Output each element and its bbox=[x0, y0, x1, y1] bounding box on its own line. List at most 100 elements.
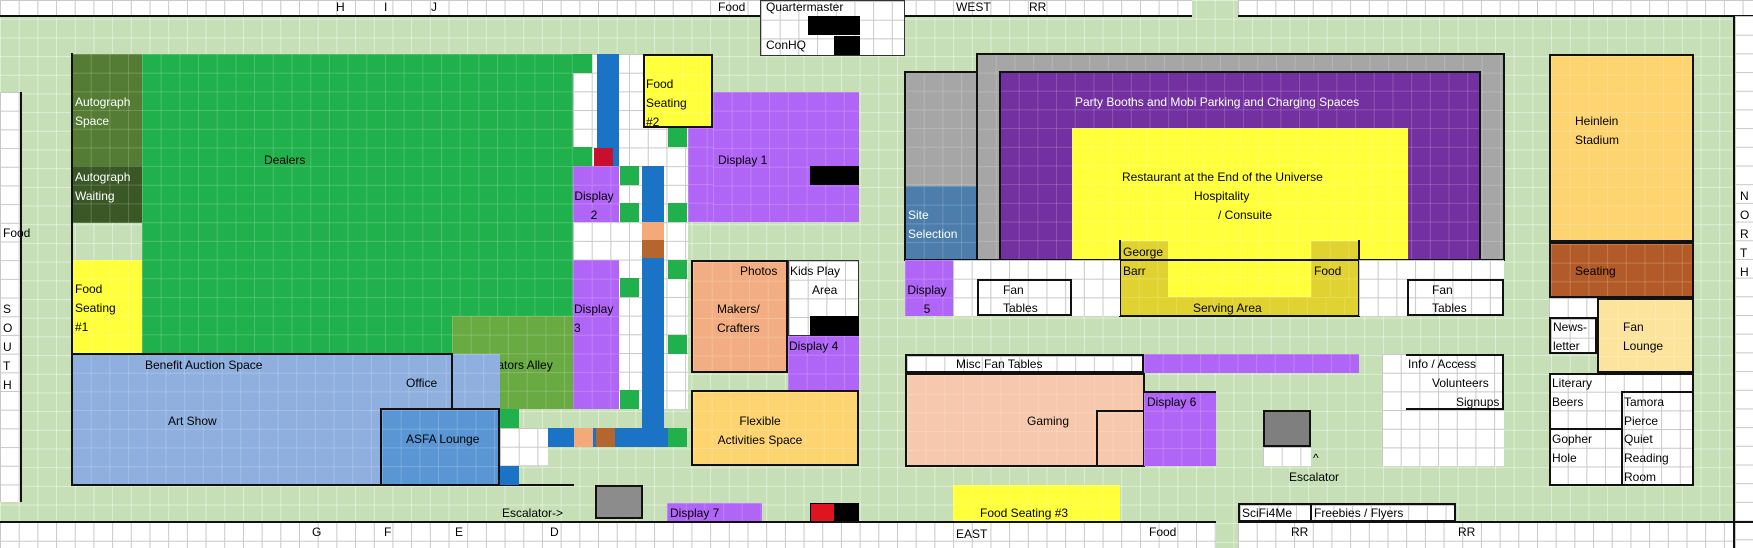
scifi4me-freebies-block[interactable] bbox=[1238, 503, 1456, 522]
west-label: WEST bbox=[956, 0, 991, 14]
fan-lounge[interactable] bbox=[1597, 298, 1694, 373]
flexible-label: Flexible Activities Space bbox=[717, 414, 803, 447]
top-booth-row bbox=[0, 0, 1192, 16]
display-7-label: Display 7 bbox=[670, 506, 720, 520]
south-letter: T bbox=[3, 359, 11, 373]
misc-fan-tables[interactable] bbox=[905, 354, 1144, 373]
serving-area[interactable] bbox=[1120, 297, 1359, 316]
purple-strip[interactable] bbox=[1144, 354, 1359, 373]
left-hall-outline bbox=[71, 53, 574, 486]
south-wall-letters: S O U T H bbox=[3, 300, 17, 395]
benefit-auction-label: Benefit Auction Space bbox=[145, 358, 263, 372]
kids-dark-cells bbox=[810, 316, 859, 336]
east-label: EAST bbox=[956, 527, 988, 541]
display-2[interactable] bbox=[573, 166, 619, 222]
fan-lounge-label: Fan Lounge bbox=[1623, 320, 1664, 353]
top-letter-i: I bbox=[384, 0, 388, 14]
north-letter: O bbox=[1740, 208, 1750, 222]
food-top-label: Food bbox=[718, 0, 746, 14]
makers-crafters[interactable] bbox=[691, 260, 788, 373]
info-outline bbox=[1406, 354, 1504, 410]
seating-area[interactable] bbox=[1549, 242, 1694, 298]
conhq-label: ConHQ bbox=[766, 38, 807, 52]
tables-right-label: Tables bbox=[1432, 301, 1467, 315]
fan-tables-left-outline bbox=[977, 279, 1072, 316]
display-6[interactable] bbox=[1144, 392, 1216, 466]
top-booth-row-east bbox=[1238, 0, 1753, 16]
newsletter-box[interactable] bbox=[1549, 317, 1597, 354]
bottom-letter-g: G bbox=[312, 525, 322, 539]
food-serving[interactable] bbox=[1311, 241, 1359, 297]
rr-bottom-2-label: RR bbox=[1458, 525, 1476, 539]
bottom-booth-row bbox=[0, 522, 1216, 548]
kids-play-label: Kids Play bbox=[790, 264, 841, 278]
volunteers-label: Volunteers bbox=[1432, 376, 1489, 390]
north-wall-letters: N O R T H bbox=[1740, 187, 1753, 282]
top-letter-j: J bbox=[431, 0, 437, 14]
dealers-room[interactable] bbox=[142, 54, 573, 354]
bottom-booth-row-east bbox=[1238, 522, 1733, 548]
area-label: Area bbox=[812, 283, 838, 297]
george-barr-label: George Barr bbox=[1123, 245, 1164, 278]
food-serving-label: Food bbox=[1314, 264, 1342, 278]
fan-tables-left[interactable] bbox=[953, 260, 1120, 316]
food-seating-3[interactable] bbox=[953, 485, 1120, 523]
freebies-label: Freebies / Flyers bbox=[1314, 506, 1404, 520]
escalator-caret: ^ bbox=[1313, 451, 1319, 465]
orange-cell bbox=[642, 222, 664, 240]
display-3-label: Display 3 bbox=[574, 302, 614, 335]
newsletter-label: News- letter bbox=[1553, 320, 1588, 353]
food-seating-1-label: Food Seating #1 bbox=[75, 282, 116, 334]
rr-top-label: RR bbox=[1029, 0, 1047, 14]
dealers-label: Dealers bbox=[264, 153, 306, 167]
display-3[interactable] bbox=[573, 260, 619, 409]
food-seating-1[interactable] bbox=[72, 260, 142, 354]
gopher-hole-label: Gopher Hole bbox=[1552, 432, 1593, 465]
heinlein-stadium[interactable] bbox=[1549, 54, 1694, 242]
display-4[interactable] bbox=[788, 336, 859, 392]
autograph-waiting[interactable] bbox=[72, 166, 142, 223]
literary-beers-label: Literary Beers bbox=[1552, 376, 1593, 409]
north-letter: H bbox=[1740, 265, 1749, 279]
quartermaster-dark-cells bbox=[808, 16, 860, 35]
flexible-activities-space[interactable] bbox=[691, 390, 859, 466]
gaming-label: Gaming bbox=[1027, 414, 1070, 428]
food-seating-3-label: Food Seating #3 bbox=[980, 506, 1069, 520]
info-access-label: Info / Access bbox=[1408, 357, 1477, 371]
north-letter: R bbox=[1740, 227, 1749, 241]
autograph-space[interactable] bbox=[72, 54, 142, 166]
george-barr-serving[interactable] bbox=[1120, 241, 1168, 297]
gray-border-upper[interactable] bbox=[905, 72, 977, 186]
display-1[interactable] bbox=[713, 92, 859, 222]
display-1-label: Display 1 bbox=[718, 153, 768, 167]
food-seating-2[interactable] bbox=[643, 54, 713, 128]
scifi4me-label: SciFi4Me bbox=[1242, 506, 1293, 520]
serving-area-label: Serving Area bbox=[1193, 301, 1262, 315]
north-small-cells bbox=[1549, 298, 1597, 317]
office-label: Office bbox=[406, 376, 438, 390]
aisle-checker-bottom bbox=[500, 428, 548, 466]
south-letter: U bbox=[3, 340, 12, 354]
food-seating-2-label: Food Seating #2 bbox=[646, 77, 687, 129]
site-selection[interactable] bbox=[905, 186, 977, 260]
display-7[interactable] bbox=[667, 503, 762, 522]
fan-tables-right-outline bbox=[1407, 279, 1504, 316]
bottom-letter-d: D bbox=[550, 525, 559, 539]
fan-tables-right[interactable] bbox=[1359, 260, 1504, 316]
display-5[interactable] bbox=[905, 260, 953, 316]
autograph-waiting-label: Autograph Waiting bbox=[75, 170, 131, 203]
escalator-gray bbox=[1263, 410, 1311, 447]
south-letter: H bbox=[3, 378, 12, 392]
site-selection-label: Site Selection bbox=[908, 208, 958, 241]
autograph-space-label: Autograph Space bbox=[75, 95, 131, 128]
seating-label: Seating bbox=[1575, 264, 1616, 278]
display-1-upper[interactable] bbox=[688, 128, 713, 222]
signups-label: Signups bbox=[1456, 395, 1500, 409]
info-extra-cells bbox=[1382, 410, 1406, 466]
brown-cell bbox=[642, 240, 664, 258]
food-left-label: Food bbox=[3, 226, 31, 240]
gaming-room[interactable] bbox=[905, 373, 1145, 467]
misc-fan-tables-label: Misc Fan Tables bbox=[956, 357, 1043, 371]
fan-left-label: Fan bbox=[1003, 283, 1024, 297]
